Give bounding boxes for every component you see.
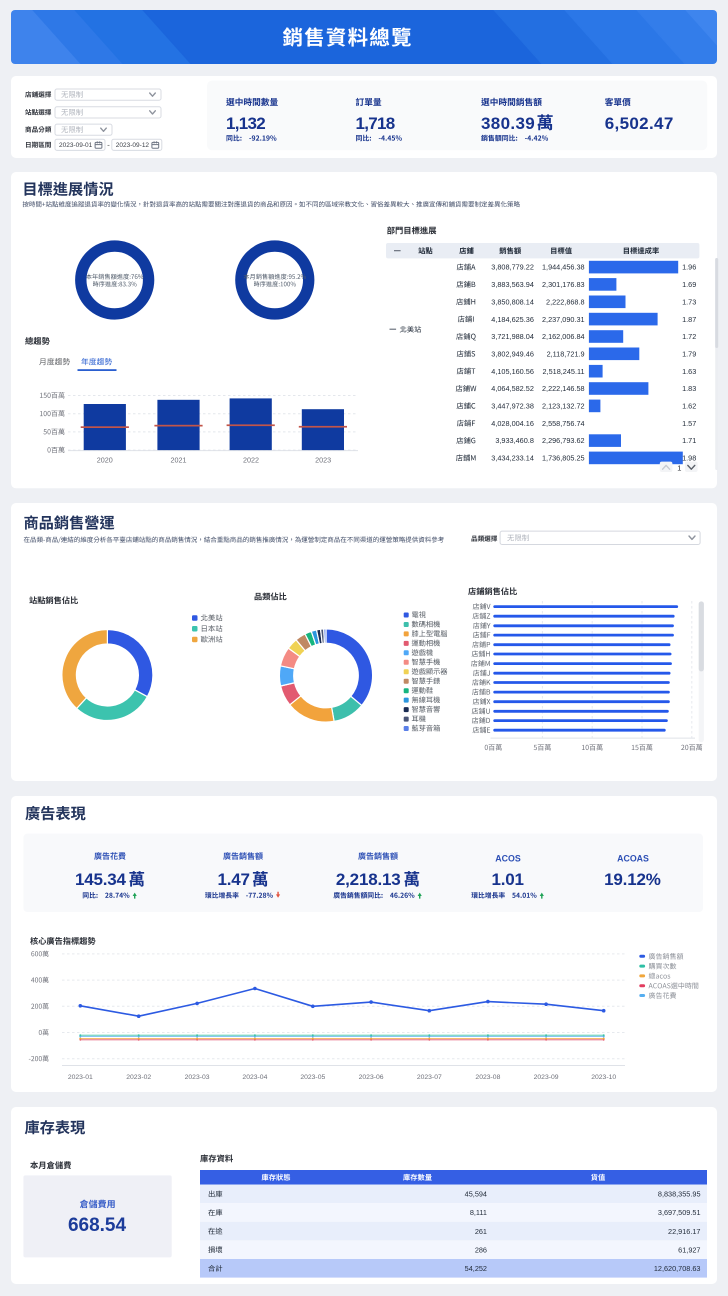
svg-text:3,850,808.14: 3,850,808.14	[491, 297, 534, 306]
svg-text:2,237,090.31: 2,237,090.31	[542, 315, 585, 324]
svg-text:-: -	[107, 140, 110, 149]
svg-text:2023-09-12: 2023-09-12	[116, 142, 150, 149]
svg-text:2021: 2021	[171, 455, 187, 464]
svg-text:1.83: 1.83	[682, 384, 696, 393]
svg-text:668.54: 668.54	[68, 1215, 127, 1236]
svg-text:45,594: 45,594	[465, 1190, 487, 1199]
svg-text:12,620,708.63: 12,620,708.63	[654, 1264, 701, 1273]
svg-text:4,184,625.36: 4,184,625.36	[491, 315, 534, 324]
svg-text:2,296,793.62: 2,296,793.62	[542, 436, 585, 445]
svg-text:1.71: 1.71	[682, 436, 696, 445]
svg-text:2023-03: 2023-03	[185, 1074, 210, 1081]
svg-text:ACOAS: ACOAS	[617, 854, 649, 864]
svg-text:1.79: 1.79	[682, 349, 696, 358]
svg-text:2023-04: 2023-04	[242, 1074, 267, 1081]
svg-text:2023-10: 2023-10	[591, 1074, 616, 1081]
svg-text:2,118,721.9: 2,118,721.9	[547, 349, 585, 358]
svg-text:1.96: 1.96	[682, 263, 696, 272]
svg-text:3,447,972.38: 3,447,972.38	[491, 402, 534, 411]
svg-text:1.57: 1.57	[682, 419, 696, 428]
svg-text:2023-09: 2023-09	[534, 1074, 559, 1081]
svg-text:1.87: 1.87	[682, 315, 696, 324]
svg-text:4,064,582.52: 4,064,582.52	[491, 384, 534, 393]
svg-text:3,933,460.8: 3,933,460.8	[495, 436, 534, 445]
svg-text:1.72: 1.72	[682, 332, 696, 341]
svg-text:6,502.47: 6,502.47	[605, 114, 674, 133]
svg-text:1,132: 1,132	[226, 114, 265, 133]
svg-text:1: 1	[677, 463, 681, 472]
svg-text:54,252: 54,252	[465, 1264, 487, 1273]
svg-text:2023-08: 2023-08	[475, 1074, 500, 1081]
svg-text:1.62: 1.62	[682, 402, 696, 411]
svg-text:1.69: 1.69	[682, 280, 696, 289]
svg-text:2023-05: 2023-05	[300, 1074, 325, 1081]
svg-text:1.01: 1.01	[491, 870, 523, 889]
svg-text:8,838,355.95: 8,838,355.95	[658, 1190, 701, 1199]
svg-text:ACOS: ACOS	[495, 854, 521, 864]
svg-text:1.47: 1.47	[217, 870, 249, 889]
svg-text:3,802,949.46: 3,802,949.46	[491, 349, 534, 358]
svg-text:2,222,146.58: 2,222,146.58	[542, 384, 585, 393]
svg-text:2022: 2022	[243, 455, 259, 464]
svg-text:2,518,245.11: 2,518,245.11	[543, 367, 585, 376]
svg-text:4,028,004.16: 4,028,004.16	[491, 419, 534, 428]
svg-text:2,218.13: 2,218.13	[336, 870, 401, 889]
svg-text:2,301,176.83: 2,301,176.83	[542, 280, 585, 289]
svg-text:145.34: 145.34	[75, 870, 127, 889]
svg-text:8,111: 8,111	[470, 1208, 487, 1217]
svg-text:2023-06: 2023-06	[359, 1074, 384, 1081]
svg-text:3,883,563.94: 3,883,563.94	[491, 280, 534, 289]
svg-text:3,697,509.51: 3,697,509.51	[658, 1208, 701, 1217]
svg-text:261: 261	[475, 1227, 487, 1236]
svg-text:3,434,233.14: 3,434,233.14	[491, 454, 534, 463]
svg-text:380.39: 380.39	[481, 114, 535, 133]
svg-text:1,736,805.25: 1,736,805.25	[542, 454, 585, 463]
svg-text:2023-01: 2023-01	[68, 1074, 93, 1081]
svg-text:1,718: 1,718	[356, 114, 395, 133]
svg-text:2020: 2020	[97, 455, 113, 464]
svg-text:2,558,756.74: 2,558,756.74	[542, 419, 585, 428]
svg-text:2,162,006.84: 2,162,006.84	[542, 332, 585, 341]
svg-text:2,123,132.72: 2,123,132.72	[542, 402, 585, 411]
svg-text:4,105,160.56: 4,105,160.56	[491, 367, 534, 376]
svg-text:2023-07: 2023-07	[417, 1074, 442, 1081]
svg-text:61,927: 61,927	[678, 1245, 700, 1254]
svg-text:1.73: 1.73	[682, 297, 696, 306]
svg-text:1.63: 1.63	[682, 367, 696, 376]
svg-text:2,222,868.8: 2,222,868.8	[546, 297, 585, 306]
svg-text:286: 286	[475, 1245, 487, 1254]
svg-text:1,944,456.38: 1,944,456.38	[542, 263, 585, 272]
svg-text:2023-09-01: 2023-09-01	[59, 142, 93, 149]
svg-text:22,916.17: 22,916.17	[668, 1227, 700, 1236]
svg-text:2023-02: 2023-02	[126, 1074, 151, 1081]
svg-text:19.12%: 19.12%	[604, 870, 661, 889]
svg-text:2023: 2023	[315, 455, 331, 464]
svg-text:1.98: 1.98	[682, 454, 696, 463]
svg-text:3,721,988.04: 3,721,988.04	[491, 332, 534, 341]
svg-text:3,808,779.22: 3,808,779.22	[491, 263, 534, 272]
